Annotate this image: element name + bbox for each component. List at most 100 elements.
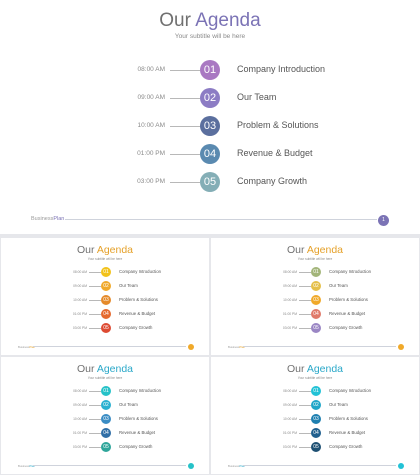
footer-dot bbox=[188, 344, 194, 350]
footer-brand: BusinessPlan bbox=[18, 464, 35, 468]
agenda-number-circle: 04 bbox=[200, 144, 220, 164]
slide-subtitle: Your subtitle will be here bbox=[297, 376, 333, 380]
agenda-time: 10:00 AM bbox=[283, 417, 297, 421]
slide-subtitle: Your subtitle will be here bbox=[87, 257, 123, 261]
slide-title: Our Agenda bbox=[286, 363, 344, 375]
agenda-number-circle: 02 bbox=[101, 400, 111, 410]
agenda-label: Company Growth bbox=[237, 176, 308, 186]
connector-line bbox=[299, 314, 311, 315]
connector-line bbox=[89, 433, 101, 434]
agenda-slide-thumbnail-mixed[interactable]: Our Agenda Your subtitle will be here 08… bbox=[211, 238, 419, 355]
agenda-label: Revenue & Budget bbox=[237, 148, 313, 158]
agenda-time: 03:00 PM bbox=[137, 178, 165, 185]
agenda-time: 01:00 PM bbox=[282, 431, 297, 435]
agenda-label: Problem & Solutions bbox=[329, 416, 368, 421]
connector-line bbox=[89, 300, 101, 301]
slide-subtitle: Your subtitle will be here bbox=[87, 376, 123, 380]
connector-line bbox=[299, 272, 311, 273]
slide-title: Our Agenda bbox=[159, 10, 261, 31]
footer-brand: BusinessPlan bbox=[31, 216, 65, 222]
agenda-time: 09:00 AM bbox=[73, 284, 87, 288]
footer-line bbox=[33, 346, 186, 347]
connector-line bbox=[89, 391, 101, 392]
agenda-time: 08:00 AM bbox=[137, 66, 165, 73]
footer-line bbox=[243, 465, 396, 466]
agenda-time: 09:00 AM bbox=[137, 94, 165, 101]
agenda-label: Company Introduction bbox=[329, 269, 372, 274]
footer-dot bbox=[398, 463, 404, 469]
title-accent: Agenda bbox=[96, 244, 134, 256]
agenda-number-circle: 05 bbox=[311, 442, 321, 452]
connector-line bbox=[89, 405, 101, 406]
connector-line bbox=[89, 286, 101, 287]
agenda-number-circle: 04 bbox=[101, 309, 111, 319]
agenda-number-circle: 03 bbox=[311, 295, 321, 305]
agenda-label: Company Introduction bbox=[119, 388, 162, 393]
footer-dot bbox=[398, 344, 404, 350]
agenda-label: Our Team bbox=[329, 283, 348, 288]
agenda-label: Our Team bbox=[119, 402, 138, 407]
connector-line bbox=[89, 419, 101, 420]
agenda-slide-thumbnail-teal[interactable]: Our Agenda Your subtitle will be here 08… bbox=[1, 357, 209, 474]
agenda-label: Company Growth bbox=[119, 325, 153, 330]
connector-line bbox=[170, 126, 200, 127]
connector-line bbox=[89, 314, 101, 315]
agenda-time: 01:00 PM bbox=[72, 312, 87, 316]
agenda-time: 09:00 AM bbox=[73, 403, 87, 407]
agenda-label: Company Growth bbox=[329, 444, 363, 449]
agenda-slide-main[interactable]: Our Agenda Your subtitle will be here 08… bbox=[0, 0, 420, 234]
agenda-time: 09:00 AM bbox=[283, 284, 297, 288]
connector-line bbox=[299, 419, 311, 420]
connector-line bbox=[299, 405, 311, 406]
agenda-time: 03:00 PM bbox=[282, 445, 297, 449]
slide-title: Our Agenda bbox=[76, 244, 134, 256]
agenda-label: Revenue & Budget bbox=[119, 311, 156, 316]
agenda-number-circle: 05 bbox=[101, 442, 111, 452]
connector-line bbox=[299, 433, 311, 434]
agenda-label: Company Introduction bbox=[237, 64, 326, 74]
agenda-time: 10:00 AM bbox=[283, 298, 297, 302]
agenda-time: 10:00 AM bbox=[73, 417, 87, 421]
connector-line bbox=[299, 447, 311, 448]
title-accent: Agenda bbox=[195, 10, 261, 31]
agenda-slide-thumbnail-warm[interactable]: Our Agenda Your subtitle will be here 08… bbox=[1, 238, 209, 355]
agenda-number-circle: 05 bbox=[311, 323, 321, 333]
agenda-number-circle: 03 bbox=[101, 414, 111, 424]
agenda-number-circle: 04 bbox=[101, 428, 111, 438]
agenda-number-circle: 01 bbox=[311, 267, 321, 277]
agenda-label: Company Introduction bbox=[119, 269, 162, 274]
connector-line bbox=[170, 182, 200, 183]
agenda-number-circle: 05 bbox=[200, 172, 220, 192]
connector-line bbox=[299, 300, 311, 301]
agenda-label: Revenue & Budget bbox=[329, 311, 366, 316]
agenda-label: Our Team bbox=[329, 402, 348, 407]
agenda-number-circle: 04 bbox=[311, 309, 321, 319]
page-number-badge: 1 bbox=[378, 215, 389, 226]
agenda-number-circle: 01 bbox=[311, 386, 321, 396]
agenda-label: Problem & Solutions bbox=[329, 297, 368, 302]
connector-line bbox=[170, 154, 200, 155]
agenda-time: 03:00 PM bbox=[282, 326, 297, 330]
footer-line bbox=[33, 465, 186, 466]
agenda-slide-thumbnail-ocean[interactable]: Our Agenda Your subtitle will be here 08… bbox=[211, 357, 419, 474]
agenda-time: 09:00 AM bbox=[283, 403, 297, 407]
connector-line bbox=[299, 286, 311, 287]
agenda-label: Company Growth bbox=[119, 444, 153, 449]
agenda-time: 08:00 AM bbox=[73, 270, 87, 274]
connector-line bbox=[299, 391, 311, 392]
title-accent: Agenda bbox=[306, 244, 344, 256]
agenda-number-circle: 01 bbox=[200, 60, 220, 80]
agenda-label: Revenue & Budget bbox=[119, 430, 156, 435]
agenda-number-circle: 03 bbox=[200, 116, 220, 136]
agenda-number-circle: 01 bbox=[101, 267, 111, 277]
agenda-time: 01:00 PM bbox=[282, 312, 297, 316]
agenda-time: 10:00 AM bbox=[137, 122, 165, 129]
agenda-label: Our Team bbox=[237, 92, 277, 102]
slide-title: Our Agenda bbox=[286, 244, 344, 256]
agenda-number-circle: 02 bbox=[101, 281, 111, 291]
agenda-number-circle: 05 bbox=[101, 323, 111, 333]
agenda-time: 08:00 AM bbox=[73, 389, 87, 393]
agenda-number-circle: 02 bbox=[200, 88, 220, 108]
footer-brand: BusinessPlan bbox=[228, 464, 245, 468]
